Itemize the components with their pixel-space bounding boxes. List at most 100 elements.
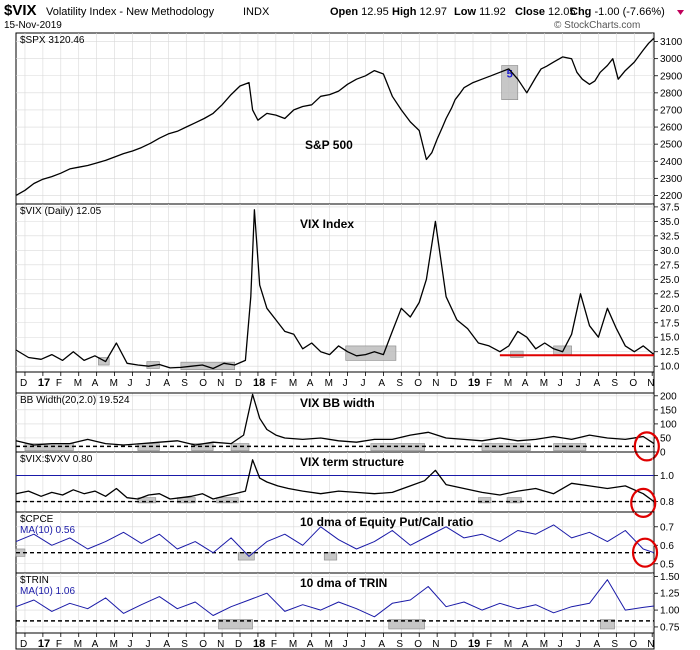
x-tick-label: A — [307, 378, 314, 389]
exchange-label: INDX — [243, 6, 270, 18]
y-tick-label: 27.5 — [660, 260, 680, 271]
x-tick-label: M — [540, 378, 548, 389]
x-tick-label: N — [217, 639, 224, 650]
ohlc-open: Open 12.95 — [330, 6, 389, 18]
y-tick-label: 10.0 — [660, 362, 680, 373]
x-tick-label: M — [110, 639, 118, 650]
x-tick-label: J — [145, 378, 150, 389]
x-tick-label: N — [647, 639, 654, 650]
highlight-box — [323, 552, 338, 561]
y-tick-label: 25.0 — [660, 275, 680, 286]
x-tick-label: S — [181, 639, 188, 650]
x-tick-label: N — [217, 378, 224, 389]
y-tick-label: 2800 — [660, 88, 683, 99]
x-tick-label: F — [486, 378, 492, 389]
y-tick-label: 2900 — [660, 71, 683, 82]
y-tick-label: 0.6 — [660, 541, 674, 552]
x-tick-label: A — [378, 639, 385, 650]
panel-annotation: VIX term structure — [300, 455, 404, 469]
panel-annotation: 10 dma of TRIN — [300, 576, 387, 590]
chart-date: 15-Nov-2019 — [4, 20, 62, 31]
highlight-box — [137, 443, 160, 451]
red-circle-annotation — [630, 487, 657, 518]
x-tick-label: O — [629, 378, 637, 389]
x-axis-frame — [15, 371, 655, 394]
x-tick-label: A — [522, 639, 529, 650]
ohlc-close: Close 12.05 — [515, 6, 576, 18]
y-tick-label: 3100 — [660, 37, 683, 48]
y-tick-label: 50 — [660, 433, 672, 444]
ohlc-label: Chg — [570, 6, 594, 18]
panel-vix: 10.0 12.5 15.0 17.5 20.0 22.5 25.0 27.5 30.0 32.5… — [15, 202, 680, 373]
highlight-box — [370, 443, 425, 451]
ohlc-label: Close — [515, 6, 548, 18]
panel-legend: BB Width(20,2.0) 19.524 — [20, 395, 130, 406]
x-tick-label: N — [432, 639, 439, 650]
x-tick-label: D — [235, 378, 242, 389]
highlight-box — [137, 497, 157, 504]
y-tick-label: 3000 — [660, 54, 683, 65]
y-tick-label: 30.0 — [660, 246, 680, 257]
x-tick-label: M — [540, 639, 548, 650]
x-tick-label: F — [271, 639, 277, 650]
y-tick-label: 200 — [660, 391, 677, 402]
panel-annotation: 10 dma of Equity Put/Call ratio — [300, 515, 473, 529]
x-tick-label: J — [361, 639, 366, 650]
x-tick-label: O — [199, 378, 207, 389]
panel-spx: 2200 2300 2400 2500 2600 2700 2800 2900 3000 3100… — [15, 32, 683, 205]
x-tick-label: 17 — [38, 638, 50, 650]
x-tick-label: A — [593, 378, 600, 389]
highlight-box — [237, 552, 255, 561]
ohlc-readout: Open 12.95 High 12.97 Low 11.92 Close 12.05… — [330, 6, 684, 18]
watermark: © StockCharts.com — [554, 20, 640, 31]
x-tick-label: J — [343, 378, 348, 389]
y-tick-label: 2400 — [660, 157, 683, 168]
x-tick-label: A — [92, 639, 99, 650]
x-tick-label: S — [611, 639, 618, 650]
x-tick-label: M — [110, 378, 118, 389]
y-tick-label: 2300 — [660, 174, 683, 185]
red-circle-annotation — [633, 431, 660, 462]
x-tick-label: O — [414, 639, 422, 650]
ohlc-value: 12.97 — [420, 6, 448, 18]
highlight-box — [599, 619, 615, 630]
x-axis-1: D 17 F M A M J J A S O N D 18 F M A M J J A S O N D 19 F M A M J J A S O N — [15, 371, 655, 394]
highlight-box — [481, 443, 531, 451]
x-tick-label: A — [92, 378, 99, 389]
x-tick-label: F — [56, 378, 62, 389]
panel-legend: $VIX:$VXV 0.80 — [20, 454, 93, 465]
y-tick-label: 0.8 — [660, 497, 674, 508]
x-tick-label: M — [504, 639, 512, 650]
x-tick-label: J — [558, 378, 563, 389]
highlight-box — [230, 443, 250, 451]
x-tick-label: M — [74, 378, 82, 389]
ohlc-value: -1.00 (-7.66%) — [594, 6, 664, 18]
y-tick-label: 32.5 — [660, 231, 680, 242]
x-tick-label: S — [181, 378, 188, 389]
highlight-box — [388, 619, 425, 630]
x-tick-label: J — [576, 639, 581, 650]
ohlc-chg: Chg -1.00 (-7.66%) — [570, 6, 665, 18]
highlight-box — [506, 497, 522, 504]
y-tick-label: 35.0 — [660, 217, 680, 228]
y-tick-label: 2200 — [660, 191, 683, 202]
x-tick-label: D — [450, 378, 457, 389]
x-tick-label: J — [128, 378, 133, 389]
y-tick-label: 15.0 — [660, 333, 680, 344]
symbol-title: $VIX — [4, 2, 37, 19]
x-tick-label: F — [271, 378, 277, 389]
panel-legend: $TRIN — [20, 575, 49, 586]
y-tick-label: 2500 — [660, 140, 683, 151]
x-tick-label: J — [128, 639, 133, 650]
x-tick-label: M — [289, 378, 297, 389]
panel-term: 0.8 1.0 $VIX:$VXV 0.80 VIX term structure — [15, 451, 674, 518]
x-tick-label: J — [343, 639, 348, 650]
x-tick-label: 19 — [468, 377, 480, 389]
x-tick-label: M — [325, 378, 333, 389]
y-tick-label: 100 — [660, 419, 677, 430]
x-tick-label: J — [558, 639, 563, 650]
x-tick-label: 18 — [253, 638, 265, 650]
highlight-box — [553, 443, 587, 451]
